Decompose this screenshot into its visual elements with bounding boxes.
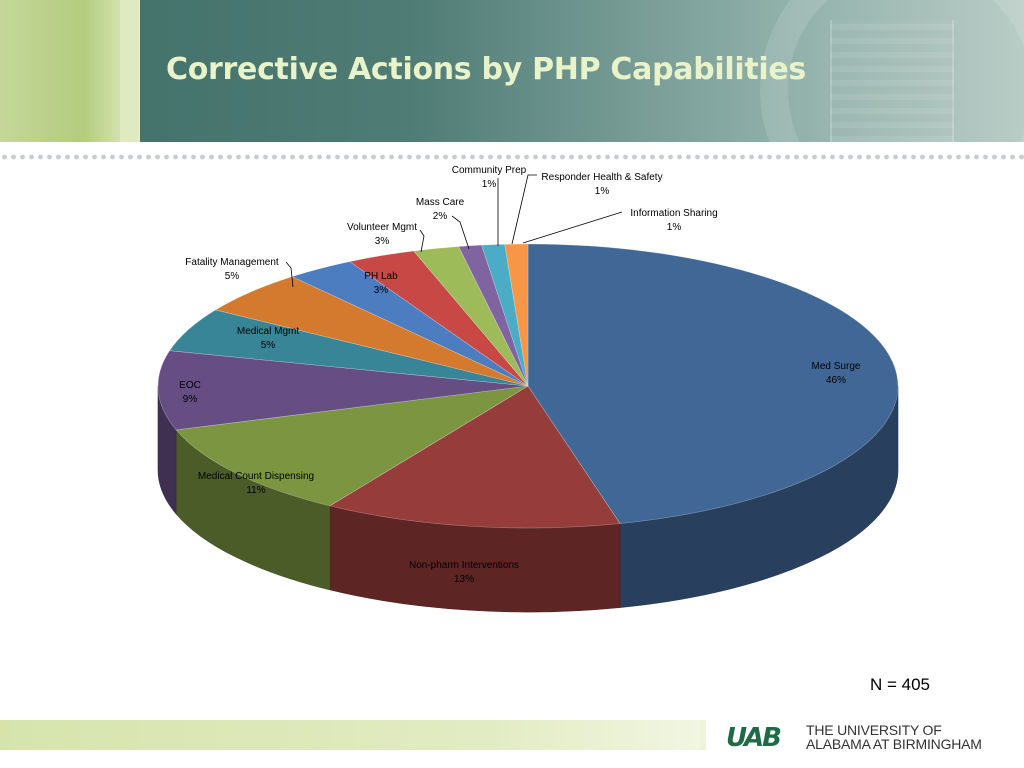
data-value-volunteer-mgmt: 3% <box>375 236 390 247</box>
data-value-medical-count-dispensing: 11% <box>246 485 265 496</box>
data-label-mass-care: Mass Care <box>416 197 465 208</box>
uab-logo: UAB <box>726 723 783 750</box>
pie-slice-responder-health-safety <box>481 243 529 387</box>
pie-slice-information-sharing <box>504 243 529 387</box>
pie-slice-non-pharm-interventions <box>328 385 621 529</box>
data-value-responder-health-safety: 1% <box>595 186 610 197</box>
data-value-community-prep: 1% <box>482 179 497 190</box>
data-label-ph-lab: PH Lab <box>364 271 398 282</box>
footer-bar <box>0 720 705 750</box>
slide-title: Corrective Actions by PHP Capabilities <box>166 52 806 87</box>
data-label-medical-count-dispensing: Medical Count Dispensing <box>198 471 314 482</box>
header-accent-panel <box>0 0 140 142</box>
data-label-fatality-management: Fatality Management <box>185 257 279 268</box>
data-value-mass-care: 2% <box>433 211 448 222</box>
data-value-non-pharm-interventions: 13% <box>454 574 474 585</box>
leader-line-information-sharing <box>522 211 623 244</box>
data-value-med-surge: 46% <box>826 375 846 386</box>
university-name: THE UNIVERSITY OF ALABAMA AT BIRMINGHAM <box>806 723 982 751</box>
data-value-eoc: 9% <box>183 394 198 405</box>
header-accent-stripe <box>120 0 138 142</box>
building-watermark <box>830 20 954 142</box>
data-label-volunteer-mgmt: Volunteer Mgmt <box>347 222 417 233</box>
university-name-line2: ALABAMA AT BIRMINGHAM <box>806 736 982 752</box>
data-label-responder-health-safety: Responder Health & Safety <box>541 172 662 183</box>
data-value-information-sharing: 1% <box>667 222 682 233</box>
data-label-eoc: EOC <box>179 380 201 391</box>
pie-slice-mass-care <box>413 246 529 387</box>
leader-line-responder-health-safety <box>511 174 537 245</box>
pie-slice-volunteer-mgmt <box>349 250 529 387</box>
leader-line-volunteer-mgmt <box>419 229 425 253</box>
footer-bar-edge <box>700 720 706 750</box>
pie-slice-med-surge <box>527 243 899 524</box>
data-label-medical-mgmt: Medical Mgmt <box>237 326 299 337</box>
pie-slice-medical-count-dispensing <box>175 385 529 507</box>
data-label-non-pharm-interventions: Non-pharm Interventions <box>409 560 519 571</box>
leader-line-fatality-management <box>285 261 294 288</box>
pie-slice-eoc <box>157 350 529 431</box>
data-value-ph-lab: 3% <box>374 285 389 296</box>
slide-header: Corrective Actions by PHP Capabilities <box>0 0 1024 142</box>
data-label-med-surge: Med Surge <box>812 361 861 372</box>
dotted-divider <box>0 154 1024 160</box>
data-label-information-sharing: Information Sharing <box>630 208 717 219</box>
pie-slice-medical-mgmt <box>169 309 529 387</box>
data-value-medical-mgmt: 5% <box>261 340 276 351</box>
data-value-fatality-management: 5% <box>225 271 240 282</box>
pie-slice-community-prep <box>458 244 529 387</box>
uab-logo-mark: UAB <box>726 723 781 750</box>
data-label-community-prep: Community Prep <box>452 165 527 176</box>
sample-size-note: N = 405 <box>870 675 931 694</box>
university-name-line1: THE UNIVERSITY OF <box>806 722 942 738</box>
leader-line-mass-care <box>451 215 470 250</box>
